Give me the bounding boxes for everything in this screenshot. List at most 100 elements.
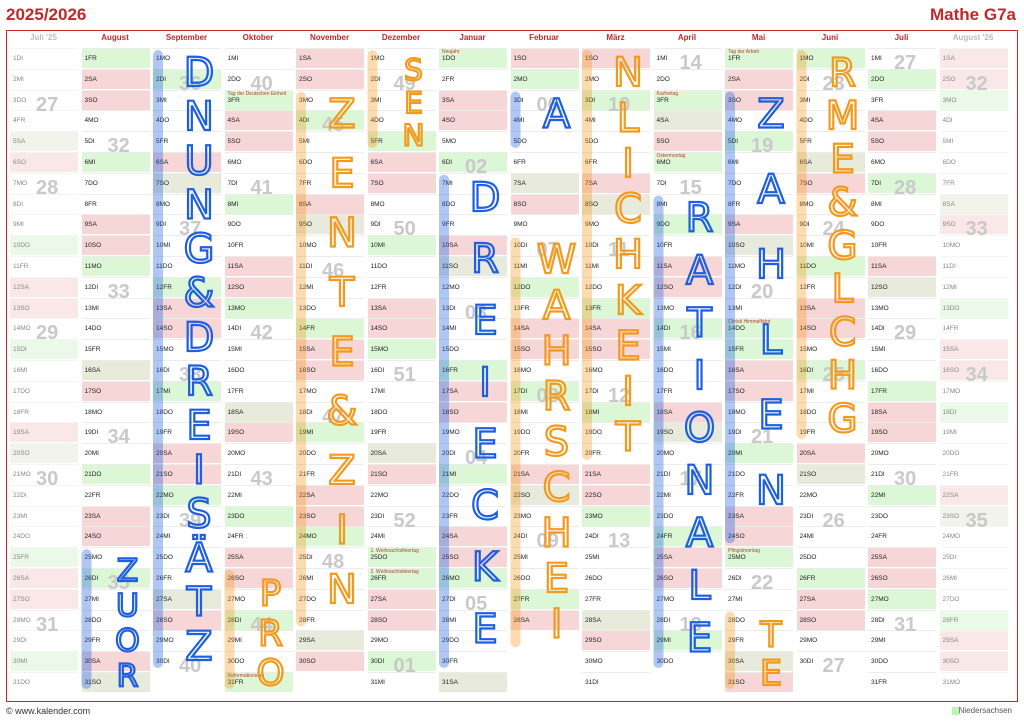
day-cell[interactable]: 16DO <box>653 360 722 380</box>
day-cell[interactable]: 19MI <box>296 422 364 443</box>
day-cell[interactable]: 9DO <box>653 214 722 235</box>
day-cell[interactable]: 1MI <box>868 48 936 68</box>
day-cell[interactable]: 31SO <box>725 672 793 692</box>
day-cell[interactable]: 30DO <box>224 651 293 671</box>
day-cell[interactable]: 17SA <box>439 380 507 401</box>
day-cell[interactable]: 4DO <box>796 110 865 130</box>
day-cell[interactable]: 23SA <box>81 505 150 526</box>
day-cell[interactable]: 18DO <box>153 401 221 422</box>
day-cell[interactable]: 15SO <box>510 339 579 360</box>
day-cell[interactable]: 3MI <box>367 89 436 110</box>
day-cell[interactable]: 6SA <box>367 152 436 172</box>
day-cell[interactable]: 27DO <box>296 588 364 609</box>
day-cell[interactable]: 3DO <box>10 89 78 110</box>
day-cell[interactable]: 8MI <box>868 193 936 214</box>
day-cell[interactable]: 16SO <box>296 360 364 380</box>
day-cell[interactable]: 20MI <box>725 443 793 464</box>
day-cell[interactable]: 29SA <box>939 630 1008 651</box>
day-cell[interactable]: 4SA <box>653 110 722 131</box>
day-cell[interactable]: 21SA <box>510 464 579 484</box>
day-cell[interactable]: 9MO <box>510 214 579 234</box>
day-cell[interactable]: 2MI <box>10 68 78 89</box>
day-cell[interactable]: 15MO <box>153 339 221 359</box>
day-cell[interactable]: 18DI <box>939 401 1008 422</box>
day-cell[interactable]: 8DI <box>10 193 78 214</box>
day-cell[interactable]: 5MO <box>439 131 507 151</box>
day-cell[interactable]: 28DI <box>653 609 722 630</box>
day-cell[interactable]: 18SO <box>439 401 507 422</box>
day-cell[interactable]: 29FR <box>725 630 793 650</box>
day-cell[interactable]: 4DO <box>367 110 436 130</box>
day-cell[interactable]: 15MI <box>653 339 722 359</box>
day-cell[interactable]: 28DI <box>224 609 293 630</box>
day-cell[interactable]: 9SA <box>81 214 150 235</box>
day-cell[interactable]: 29FR <box>81 630 150 650</box>
day-cell[interactable]: 13SO <box>10 297 78 318</box>
day-cell[interactable]: 13FR <box>510 297 579 318</box>
day-cell[interactable]: 20DI <box>439 443 507 463</box>
day-cell[interactable]: 10SO <box>725 235 793 256</box>
day-cell[interactable]: 24SA <box>439 526 507 547</box>
day-cell[interactable]: 8DO <box>439 193 507 214</box>
day-cell[interactable]: 26DO <box>510 568 579 588</box>
day-cell[interactable]: 19DO <box>582 422 650 442</box>
day-cell[interactable]: 14DO <box>81 318 150 338</box>
day-cell[interactable]: 12SO <box>224 276 293 297</box>
day-cell[interactable]: 5DI <box>725 131 793 152</box>
day-cell[interactable]: 4DI <box>296 110 364 131</box>
day-cell[interactable]: 2DI <box>367 68 436 89</box>
day-cell[interactable]: 16FR <box>439 360 507 380</box>
day-cell[interactable]: 16SO <box>939 360 1008 380</box>
day-cell[interactable]: 8MO <box>153 193 221 214</box>
day-cell[interactable]: 14DO Christi Himmelfahrt <box>725 318 793 339</box>
day-cell[interactable]: 15MO <box>796 339 865 359</box>
day-cell[interactable]: 9SA <box>725 214 793 235</box>
day-cell[interactable]: 6FR <box>510 152 579 172</box>
day-cell[interactable]: 11MO <box>81 256 150 276</box>
day-cell[interactable]: 11DO <box>367 256 436 276</box>
day-cell[interactable]: 25MI <box>510 547 579 567</box>
day-cell[interactable]: 28MO <box>10 609 78 630</box>
day-cell[interactable]: 25DO <box>796 547 865 567</box>
day-cell[interactable]: 28DI <box>868 609 936 630</box>
day-cell[interactable]: 27SA <box>153 588 221 609</box>
day-cell[interactable]: 19FR <box>367 422 436 442</box>
day-cell[interactable]: 5FR <box>367 131 436 152</box>
day-cell[interactable]: 2DO <box>653 68 722 89</box>
day-cell[interactable]: 29MI <box>224 630 293 650</box>
day-cell[interactable]: 8SA <box>296 193 364 214</box>
day-cell[interactable]: 3SO <box>725 89 793 110</box>
day-cell[interactable]: 7DI <box>868 172 936 193</box>
day-cell[interactable]: 30SO <box>296 651 364 672</box>
day-cell[interactable]: 25DO 1. Weihnachtsfeiertag <box>367 547 436 568</box>
day-cell[interactable]: 10MI <box>153 235 221 255</box>
day-cell[interactable]: 26SO <box>224 568 293 588</box>
day-cell[interactable]: 19MO <box>439 422 507 442</box>
day-cell[interactable]: 26SO <box>868 568 936 588</box>
day-cell[interactable]: 26MI <box>296 568 364 588</box>
day-cell[interactable]: 12DO <box>582 276 650 297</box>
day-cell[interactable]: 17SO <box>81 380 150 401</box>
day-cell[interactable]: 12FR <box>153 276 221 297</box>
day-cell[interactable]: 16MO <box>510 360 579 380</box>
day-cell[interactable]: 10FR <box>224 235 293 255</box>
day-cell[interactable]: 20SO <box>10 443 78 464</box>
day-cell[interactable]: 6FR <box>582 152 650 172</box>
day-cell[interactable]: 31DI <box>582 672 650 692</box>
day-cell[interactable]: 21DI <box>653 464 722 484</box>
day-cell[interactable]: 25DI <box>939 547 1008 567</box>
day-cell[interactable]: 12MI <box>939 276 1008 297</box>
day-cell[interactable]: 24FR <box>224 526 293 546</box>
day-cell[interactable]: 31SO <box>81 672 150 692</box>
day-cell[interactable]: 8FR <box>725 193 793 214</box>
day-cell[interactable]: 28FR <box>296 609 364 630</box>
day-cell[interactable]: 29MO <box>153 630 221 650</box>
day-cell[interactable]: 1SA <box>296 48 364 68</box>
day-cell[interactable]: 2SA <box>725 68 793 89</box>
day-cell[interactable]: 9DI <box>367 214 436 234</box>
day-cell[interactable]: 12DO <box>510 276 579 297</box>
day-cell[interactable]: 25MO Pfingstmontag <box>725 547 793 568</box>
day-cell[interactable]: 22FR <box>81 484 150 505</box>
day-cell[interactable]: 12SA <box>10 276 78 297</box>
day-cell[interactable]: 16DO <box>868 360 936 380</box>
